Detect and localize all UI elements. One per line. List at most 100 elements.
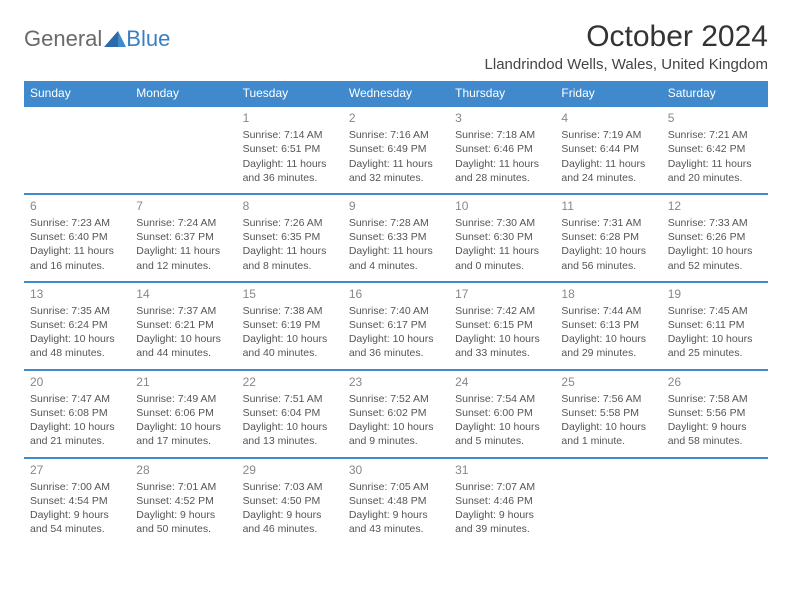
day-number: 12 xyxy=(668,198,762,214)
sunrise-text: Sunrise: 7:23 AM xyxy=(30,216,124,230)
day-cell: 29Sunrise: 7:03 AMSunset: 4:50 PMDayligh… xyxy=(237,458,343,545)
day-cell: 14Sunrise: 7:37 AMSunset: 6:21 PMDayligh… xyxy=(130,282,236,370)
sunset-text: Sunset: 6:46 PM xyxy=(455,142,549,156)
sunset-text: Sunset: 4:50 PM xyxy=(243,494,337,508)
daylight-text: Daylight: 10 hours xyxy=(349,420,443,434)
sunrise-text: Sunrise: 7:30 AM xyxy=(455,216,549,230)
day-number: 1 xyxy=(243,110,337,126)
daylight-text: Daylight: 11 hours xyxy=(30,244,124,258)
sunrise-text: Sunrise: 7:47 AM xyxy=(30,392,124,406)
day-number: 16 xyxy=(349,286,443,302)
day-number: 10 xyxy=(455,198,549,214)
day-cell: 21Sunrise: 7:49 AMSunset: 6:06 PMDayligh… xyxy=(130,370,236,458)
empty-cell xyxy=(24,106,130,194)
day-cell: 5 Sunrise: 7:21 AMSunset: 6:42 PMDaylight… xyxy=(662,106,768,194)
day-cell: 28Sunrise: 7:01 AMSunset: 4:52 PMDayligh… xyxy=(130,458,236,545)
daylight-text: and 12 minutes. xyxy=(136,259,230,273)
daylight-text: Daylight: 11 hours xyxy=(349,157,443,171)
sunset-text: Sunset: 6:33 PM xyxy=(349,230,443,244)
logo-text-general: General xyxy=(24,26,102,52)
day-cell: 25Sunrise: 7:56 AMSunset: 5:58 PMDayligh… xyxy=(555,370,661,458)
sunrise-text: Sunrise: 7:24 AM xyxy=(136,216,230,230)
day-number: 21 xyxy=(136,374,230,390)
sunrise-text: Sunrise: 7:37 AM xyxy=(136,304,230,318)
sunset-text: Sunset: 6:11 PM xyxy=(668,318,762,332)
day-cell: 4Sunrise: 7:19 AMSunset: 6:44 PMDaylight… xyxy=(555,106,661,194)
day-cell: 30Sunrise: 7:05 AMSunset: 4:48 PMDayligh… xyxy=(343,458,449,545)
day-number: 28 xyxy=(136,462,230,478)
sunrise-text: Sunrise: 7:16 AM xyxy=(349,128,443,142)
sunrise-text: Sunrise: 7:07 AM xyxy=(455,480,549,494)
sunrise-text: Sunrise: 7:31 AM xyxy=(561,216,655,230)
day-cell: 17Sunrise: 7:42 AMSunset: 6:15 PMDayligh… xyxy=(449,282,555,370)
daylight-text: and 50 minutes. xyxy=(136,522,230,536)
daylight-text: and 20 minutes. xyxy=(668,171,762,185)
daylight-text: Daylight: 11 hours xyxy=(243,244,337,258)
daylight-text: Daylight: 10 hours xyxy=(30,332,124,346)
daylight-text: and 29 minutes. xyxy=(561,346,655,360)
sunset-text: Sunset: 6:04 PM xyxy=(243,406,337,420)
daylight-text: and 58 minutes. xyxy=(668,434,762,448)
daylight-text: and 43 minutes. xyxy=(349,522,443,536)
sunset-text: Sunset: 6:15 PM xyxy=(455,318,549,332)
daylight-text: Daylight: 10 hours xyxy=(668,332,762,346)
day-number: 27 xyxy=(30,462,124,478)
sunset-text: Sunset: 6:24 PM xyxy=(30,318,124,332)
sunrise-text: Sunrise: 7:00 AM xyxy=(30,480,124,494)
day-cell: 16Sunrise: 7:40 AMSunset: 6:17 PMDayligh… xyxy=(343,282,449,370)
daylight-text: Daylight: 10 hours xyxy=(668,244,762,258)
empty-cell xyxy=(130,106,236,194)
location: Llandrindod Wells, Wales, United Kingdom xyxy=(485,56,768,73)
sunrise-text: Sunrise: 7:03 AM xyxy=(243,480,337,494)
day-cell: 26Sunrise: 7:58 AMSunset: 5:56 PMDayligh… xyxy=(662,370,768,458)
daylight-text: and 36 minutes. xyxy=(349,346,443,360)
daylight-text: Daylight: 10 hours xyxy=(561,244,655,258)
day-cell: 22Sunrise: 7:51 AMSunset: 6:04 PMDayligh… xyxy=(237,370,343,458)
title-block: October 2024 Llandrindod Wells, Wales, U… xyxy=(485,20,768,73)
sunrise-text: Sunrise: 7:54 AM xyxy=(455,392,549,406)
daylight-text: and 17 minutes. xyxy=(136,434,230,448)
sunrise-text: Sunrise: 7:26 AM xyxy=(243,216,337,230)
sunrise-text: Sunrise: 7:49 AM xyxy=(136,392,230,406)
sunset-text: Sunset: 6:30 PM xyxy=(455,230,549,244)
day-header: Saturday xyxy=(662,81,768,106)
daylight-text: and 52 minutes. xyxy=(668,259,762,273)
sunrise-text: Sunrise: 7:42 AM xyxy=(455,304,549,318)
sunrise-text: Sunrise: 7:40 AM xyxy=(349,304,443,318)
sunset-text: Sunset: 6:35 PM xyxy=(243,230,337,244)
day-cell: 3Sunrise: 7:18 AMSunset: 6:46 PMDaylight… xyxy=(449,106,555,194)
day-number: 30 xyxy=(349,462,443,478)
sunrise-text: Sunrise: 7:44 AM xyxy=(561,304,655,318)
sunrise-text: Sunrise: 7:14 AM xyxy=(243,128,337,142)
day-header: Sunday xyxy=(24,81,130,106)
sunrise-text: Sunrise: 7:58 AM xyxy=(668,392,762,406)
daylight-text: Daylight: 10 hours xyxy=(455,332,549,346)
day-number: 5 xyxy=(668,110,762,126)
daylight-text: and 40 minutes. xyxy=(243,346,337,360)
sunrise-text: Sunrise: 7:21 AM xyxy=(668,128,762,142)
daylight-text: Daylight: 11 hours xyxy=(668,157,762,171)
daylight-text: Daylight: 11 hours xyxy=(243,157,337,171)
calendar-body: 1Sunrise: 7:14 AMSunset: 6:51 PMDaylight… xyxy=(24,106,768,544)
day-cell: 7Sunrise: 7:24 AMSunset: 6:37 PMDaylight… xyxy=(130,194,236,282)
sunset-text: Sunset: 6:28 PM xyxy=(561,230,655,244)
daylight-text: and 46 minutes. xyxy=(243,522,337,536)
day-number: 29 xyxy=(243,462,337,478)
daylight-text: and 28 minutes. xyxy=(455,171,549,185)
day-cell: 8 Sunrise: 7:26 AMSunset: 6:35 PMDaylight… xyxy=(237,194,343,282)
day-number: 8 xyxy=(243,198,337,214)
sunset-text: Sunset: 6:49 PM xyxy=(349,142,443,156)
sunrise-text: Sunrise: 7:45 AM xyxy=(668,304,762,318)
logo: General Blue xyxy=(24,26,170,52)
daylight-text: and 5 minutes. xyxy=(455,434,549,448)
month-title: October 2024 xyxy=(485,20,768,54)
day-number: 19 xyxy=(668,286,762,302)
daylight-text: Daylight: 11 hours xyxy=(561,157,655,171)
sunset-text: Sunset: 6:42 PM xyxy=(668,142,762,156)
day-header-row: SundayMondayTuesdayWednesdayThursdayFrid… xyxy=(24,81,768,106)
daylight-text: Daylight: 9 hours xyxy=(349,508,443,522)
daylight-text: Daylight: 11 hours xyxy=(455,244,549,258)
daylight-text: and 16 minutes. xyxy=(30,259,124,273)
daylight-text: and 21 minutes. xyxy=(30,434,124,448)
day-cell: 1Sunrise: 7:14 AMSunset: 6:51 PMDaylight… xyxy=(237,106,343,194)
